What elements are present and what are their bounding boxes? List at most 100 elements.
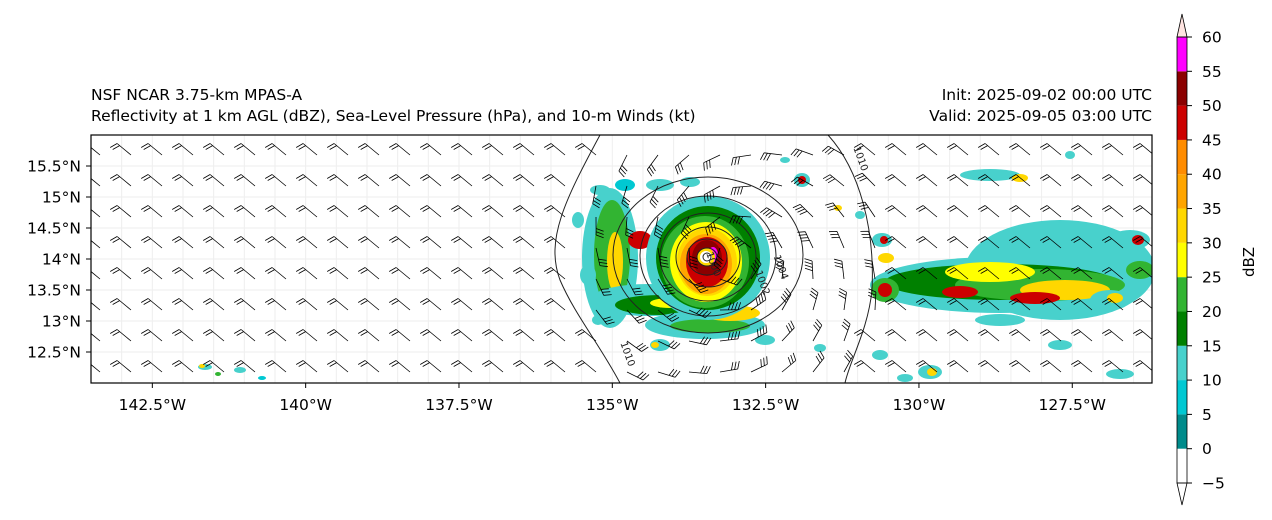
colorbar-tick-label: 0 bbox=[1202, 440, 1212, 458]
wind-barb bbox=[1070, 143, 1093, 156]
wind-barb bbox=[140, 236, 163, 249]
wind-barb bbox=[781, 320, 795, 342]
wind-barb bbox=[688, 307, 712, 318]
wind-barb bbox=[1101, 298, 1124, 311]
wind-barb bbox=[171, 360, 194, 373]
wind-barb bbox=[295, 143, 318, 156]
wind-barb bbox=[450, 174, 473, 187]
colorbar-tick-label: 55 bbox=[1202, 63, 1222, 81]
colorbar-extend-min bbox=[1176, 482, 1188, 506]
isobar-1010-east bbox=[827, 135, 873, 383]
wind-barb bbox=[450, 329, 473, 342]
wind-barb bbox=[233, 236, 256, 249]
wind-barb bbox=[676, 185, 690, 207]
wind-barb bbox=[450, 143, 473, 156]
wind-barb bbox=[703, 185, 721, 203]
wind-barb bbox=[388, 267, 411, 280]
wind-barb bbox=[760, 207, 783, 219]
wind-barb bbox=[1008, 143, 1031, 156]
wind-barb bbox=[626, 340, 649, 352]
wind-barb bbox=[705, 216, 721, 236]
wind-barb bbox=[853, 143, 876, 156]
wind-barb bbox=[626, 371, 650, 381]
wind-barb bbox=[295, 298, 318, 311]
wind-barb bbox=[864, 259, 876, 280]
wind-barb bbox=[512, 298, 535, 311]
wind-barb bbox=[357, 298, 380, 311]
wind-barb bbox=[543, 205, 566, 218]
colorbar-tick-label: 35 bbox=[1202, 200, 1222, 218]
wind-barb bbox=[657, 309, 680, 322]
lat-tick-label: 13°N bbox=[42, 313, 81, 331]
wind-barb bbox=[481, 205, 504, 218]
wind-barb bbox=[512, 360, 535, 373]
title-right: Init: 2025-09-02 00:00 UTC Valid: 2025-0… bbox=[780, 85, 1152, 127]
wind-barb bbox=[854, 172, 876, 187]
wind-barb bbox=[977, 143, 1000, 156]
wind-barb bbox=[357, 236, 380, 249]
wind-barb bbox=[790, 148, 814, 158]
wind-barb bbox=[388, 205, 411, 218]
wind-barb bbox=[419, 298, 442, 311]
wind-barb bbox=[1101, 360, 1124, 373]
wind-barb bbox=[626, 278, 644, 296]
wind-barb bbox=[481, 267, 504, 280]
wind-barb bbox=[450, 236, 473, 249]
lon-tick-label: 130°W bbox=[893, 396, 946, 414]
colorbar-tick-label: 45 bbox=[1202, 131, 1222, 149]
wind-barb bbox=[780, 287, 792, 311]
colorbar-segment bbox=[1177, 311, 1187, 346]
wind-barb bbox=[543, 298, 566, 311]
wind-barb bbox=[91, 209, 101, 218]
colorbar: −5 0 5 10 15 20 25 30 35 40 45 50 55 60 dBZ bbox=[1176, 13, 1258, 506]
wind-barb bbox=[946, 360, 969, 373]
wind-barb bbox=[481, 236, 504, 249]
wind-barb bbox=[109, 205, 132, 218]
wind-barb bbox=[140, 205, 163, 218]
wind-barb bbox=[543, 174, 566, 187]
wind-barb bbox=[781, 352, 797, 373]
wind-barb bbox=[790, 176, 814, 187]
wind-barb bbox=[843, 349, 854, 373]
lat-tick-label: 15.5°N bbox=[27, 158, 81, 176]
reflectivity-field bbox=[198, 151, 1152, 382]
wind-barb bbox=[388, 360, 411, 373]
colorbar-segment bbox=[1177, 277, 1187, 312]
wind-barb bbox=[326, 174, 349, 187]
wind-barb bbox=[233, 143, 256, 156]
wind-barb bbox=[1039, 143, 1062, 156]
wind-barb bbox=[543, 236, 566, 249]
wind-barb bbox=[592, 185, 601, 209]
wind-barb bbox=[171, 205, 194, 218]
wind-barb bbox=[171, 329, 194, 342]
wind-barb bbox=[1070, 298, 1093, 311]
wind-barb bbox=[91, 240, 101, 249]
colorbar-tick-label: 50 bbox=[1202, 97, 1222, 115]
wind-barb bbox=[884, 298, 907, 311]
wind-barb bbox=[140, 267, 163, 280]
wind-barb bbox=[1039, 205, 1062, 218]
colorbar-segment bbox=[1177, 448, 1187, 483]
wind-barb bbox=[109, 143, 132, 156]
wind-barb bbox=[853, 329, 876, 342]
wind-barb bbox=[326, 267, 349, 280]
wind-barb bbox=[750, 324, 768, 342]
wind-barb bbox=[295, 360, 318, 373]
wind-barb bbox=[202, 236, 225, 249]
wind-barb bbox=[202, 174, 225, 187]
fields-title: Reflectivity at 1 km AGL (dBZ), Sea-Leve… bbox=[91, 107, 696, 125]
wind-barb bbox=[295, 205, 318, 218]
wind-barb bbox=[295, 174, 318, 187]
wind-barb bbox=[91, 333, 101, 342]
wind-barb bbox=[140, 174, 163, 187]
wind-barb bbox=[775, 257, 785, 280]
wind-barb bbox=[419, 205, 442, 218]
wind-barb bbox=[574, 329, 597, 342]
wind-barb bbox=[797, 231, 814, 249]
colorbar-segment bbox=[1177, 37, 1187, 72]
wind-barb bbox=[109, 360, 132, 373]
wind-barb bbox=[264, 236, 287, 249]
wind-barb bbox=[233, 360, 256, 373]
wind-barb bbox=[626, 309, 647, 324]
colorbar-segment bbox=[1177, 345, 1187, 381]
